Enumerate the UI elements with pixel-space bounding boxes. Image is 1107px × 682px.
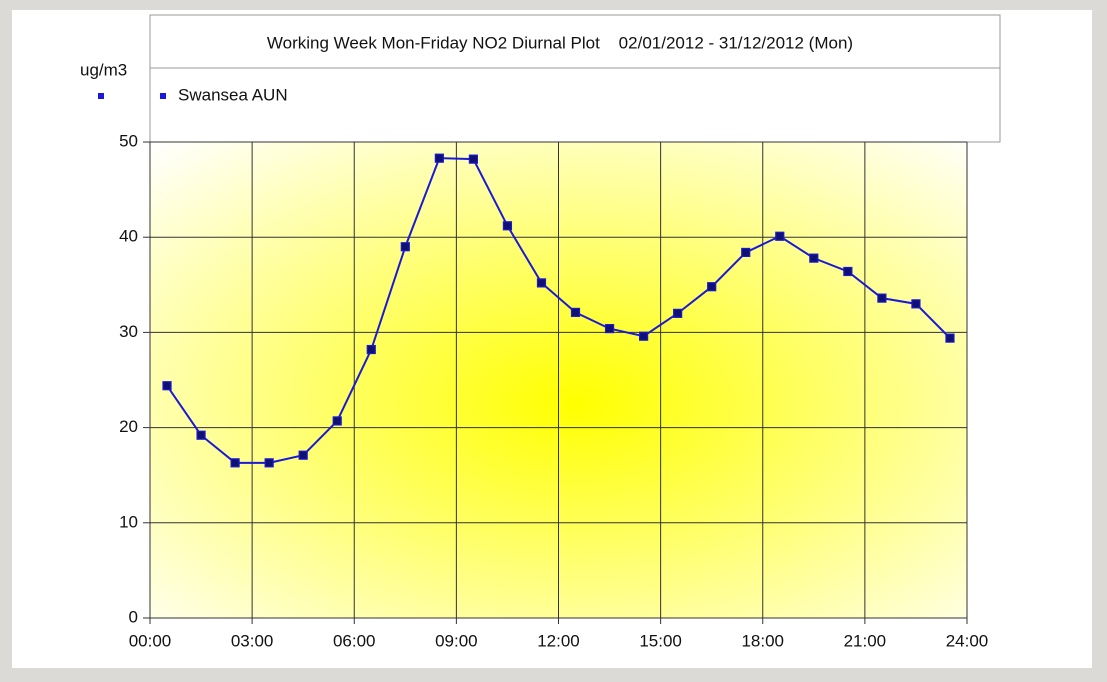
- axis-marker: [98, 93, 104, 99]
- data-point: [468, 154, 478, 164]
- y-tick-label: 40: [119, 227, 138, 246]
- y-tick-label: 30: [119, 322, 138, 341]
- y-tick-label: 50: [119, 131, 138, 150]
- chart-title: Working Week Mon-Friday NO2 Diurnal Plot…: [267, 33, 853, 52]
- data-point: [400, 242, 410, 252]
- y-axis-label: ug/m3: [80, 60, 127, 79]
- data-point: [877, 293, 887, 303]
- data-point: [434, 153, 444, 163]
- y-tick-label: 0: [129, 607, 138, 626]
- data-point: [366, 344, 376, 355]
- y-tick-label: 20: [119, 417, 138, 436]
- data-point: [536, 278, 547, 288]
- legend-label: Swansea AUN: [178, 85, 288, 104]
- x-tick-label: 18:00: [741, 631, 784, 650]
- x-tick-label: 03:00: [231, 631, 274, 650]
- data-point: [162, 381, 172, 391]
- data-point: [843, 266, 853, 277]
- data-point: [673, 308, 683, 318]
- x-tick-label: 15:00: [639, 631, 682, 650]
- data-point: [570, 307, 581, 318]
- data-point: [775, 231, 785, 241]
- y-tick-label: 10: [119, 512, 138, 531]
- data-point: [911, 299, 921, 309]
- x-tick-label: 12:00: [537, 631, 580, 650]
- data-point: [809, 253, 819, 263]
- x-tick-label: 24:00: [946, 631, 989, 650]
- x-tick-label: 06:00: [333, 631, 376, 650]
- data-point: [196, 430, 206, 440]
- x-tick-label: 21:00: [844, 631, 887, 650]
- data-point: [707, 282, 717, 292]
- data-point: [604, 323, 615, 334]
- data-point: [230, 458, 240, 468]
- legend-swatch: [160, 93, 166, 99]
- data-point: [639, 331, 649, 341]
- data-point: [264, 458, 274, 468]
- data-point: [298, 450, 308, 460]
- legend: Swansea AUN: [160, 85, 288, 104]
- data-point: [741, 247, 751, 258]
- series-line: [166, 157, 951, 464]
- header-box: [149, 14, 1001, 143]
- x-tick-label: 09:00: [435, 631, 478, 650]
- data-point: [945, 333, 955, 343]
- x-tick-label: 00:00: [129, 631, 172, 650]
- data-point: [502, 221, 513, 231]
- data-point: [332, 416, 342, 426]
